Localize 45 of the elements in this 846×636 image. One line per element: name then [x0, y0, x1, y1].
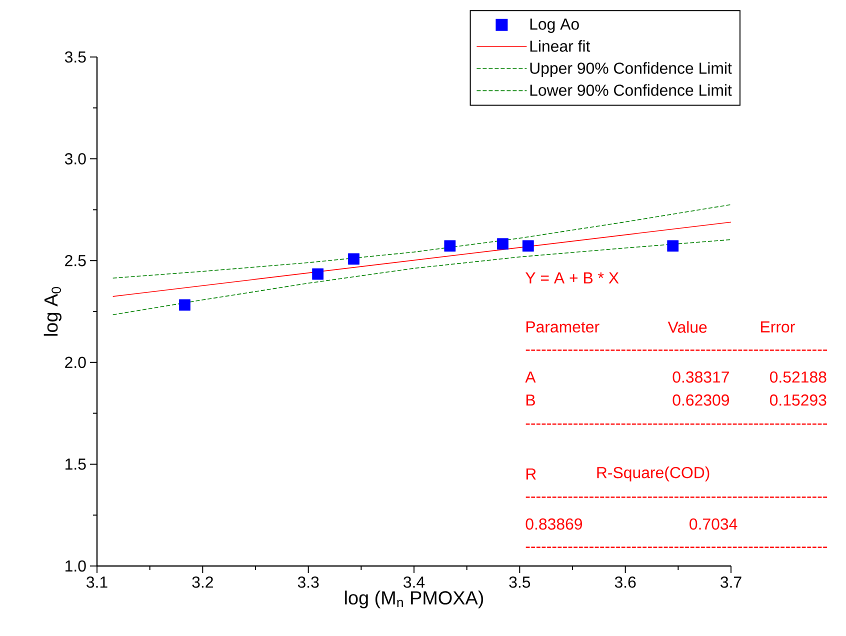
annotation: Y = A + B * X: [525, 272, 619, 284]
x-tick-label: 3.3: [298, 576, 319, 588]
x-tick-label: 3.4: [404, 576, 425, 588]
y-tick-label: 1.5: [66, 458, 86, 470]
x-axis-title: log (M$_{n}$ PMOXA): [345, 590, 484, 608]
annotation: A: [525, 372, 536, 383]
point: [667, 240, 679, 252]
annotation: ---------------------------------------------------------: [526, 350, 827, 351]
point: [312, 268, 324, 280]
legend-label: Log Ao: [530, 18, 579, 33]
legend-label: Lower 90% Confidence Limit: [530, 84, 732, 96]
annotation: R: [526, 468, 536, 480]
text: Error: [761, 321, 795, 333]
annotation: ---------------------------------------------------------: [526, 546, 827, 548]
x-tick-label: 3.2: [192, 576, 213, 588]
annotation: Value: [668, 321, 707, 333]
annotation: 0.38317: [672, 371, 729, 383]
annotation: 0.62309: [672, 394, 729, 406]
y-tick-label: 2.0: [65, 356, 86, 368]
y-axis-title: log A$_{0}$: [44, 287, 62, 336]
point: [497, 238, 508, 250]
annotation: ---------------------------------------------------------: [526, 496, 827, 498]
y-tick-label: 1.0: [66, 560, 86, 572]
point: [179, 299, 190, 311]
y-tick-label: 2.5: [65, 254, 86, 266]
text: 0.15293: [770, 394, 826, 406]
point: [522, 240, 534, 252]
line-series: [112, 239, 732, 316]
x-tick-label: 3.1: [86, 576, 108, 588]
y-tick-label: 3.5: [64, 51, 86, 63]
point: [348, 253, 360, 265]
x-tick-label: 3.7: [720, 576, 742, 588]
text: 0.52188: [770, 371, 826, 383]
annotation: B: [526, 394, 535, 406]
legend-label: Linear fit: [530, 40, 590, 52]
x-tick-label: 3.6: [614, 576, 636, 588]
y-tick-label: 3.0: [64, 153, 86, 164]
annotation: 0.7034: [690, 518, 738, 530]
annotation: Parameter: [526, 321, 600, 333]
annotation: R-Square(COD): [597, 466, 710, 482]
point: [444, 240, 456, 252]
annotation: ---------------------------------------------------------: [526, 423, 827, 425]
x-tick-label: 3.5: [509, 576, 530, 588]
legend-label: Upper 90% Confidence Limit: [530, 62, 732, 78]
annotation: 0.83869: [526, 518, 582, 530]
